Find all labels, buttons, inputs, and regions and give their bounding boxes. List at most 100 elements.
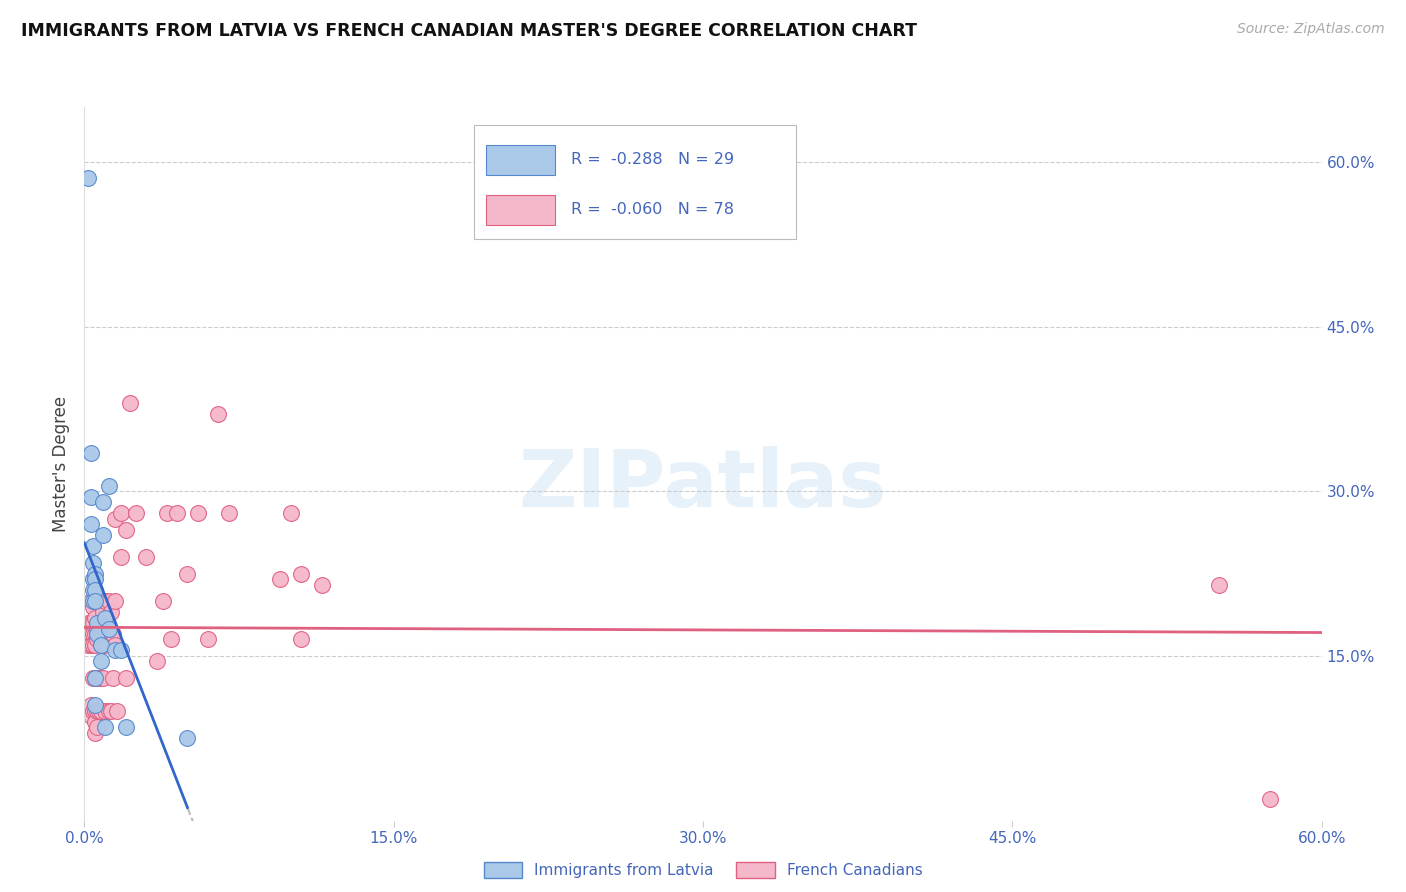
Point	[79, 709, 101, 723]
Point	[83, 671, 105, 685]
Point	[82, 704, 104, 718]
Point	[94, 638, 117, 652]
Point	[91, 671, 114, 685]
Point	[103, 671, 125, 685]
Point	[110, 643, 132, 657]
Point	[105, 704, 128, 718]
Point	[114, 671, 136, 685]
Point	[176, 566, 198, 581]
FancyBboxPatch shape	[474, 125, 796, 239]
Y-axis label: Master's Degree: Master's Degree	[52, 396, 70, 532]
Point	[83, 627, 105, 641]
Point	[98, 594, 121, 608]
Point	[79, 638, 101, 652]
Point	[280, 506, 302, 520]
Point	[91, 495, 114, 509]
Point	[118, 396, 141, 410]
Point	[82, 615, 104, 630]
Point	[83, 638, 105, 652]
Point	[94, 720, 117, 734]
Point	[1258, 791, 1281, 805]
Point	[104, 512, 127, 526]
Point	[160, 632, 183, 647]
Point	[79, 627, 101, 641]
Point	[90, 638, 112, 652]
Point	[100, 627, 122, 641]
Point	[125, 506, 148, 520]
Point	[152, 594, 174, 608]
Point	[104, 638, 127, 652]
Point	[86, 720, 108, 734]
Point	[98, 479, 121, 493]
Point	[103, 627, 125, 641]
Point	[135, 550, 157, 565]
Point	[82, 599, 104, 614]
Point	[83, 671, 105, 685]
Point	[82, 572, 104, 586]
Point	[94, 627, 117, 641]
Point	[82, 539, 104, 553]
Point	[110, 550, 132, 565]
Point	[145, 655, 167, 669]
Point	[91, 627, 114, 641]
Point	[100, 605, 122, 619]
Text: R =  -0.060   N = 78: R = -0.060 N = 78	[571, 202, 734, 218]
Point	[77, 627, 100, 641]
Point	[86, 615, 108, 630]
Point	[77, 171, 100, 186]
Point	[77, 638, 100, 652]
Point	[82, 671, 104, 685]
Point	[98, 627, 121, 641]
Point	[166, 506, 188, 520]
Point	[187, 506, 209, 520]
Point	[98, 704, 121, 718]
Point	[86, 627, 108, 641]
Point	[82, 638, 104, 652]
Legend: Immigrants from Latvia, French Canadians: Immigrants from Latvia, French Canadians	[478, 855, 928, 884]
Point	[86, 632, 108, 647]
Point	[98, 622, 121, 636]
Point	[86, 622, 108, 636]
Text: Source: ZipAtlas.com: Source: ZipAtlas.com	[1237, 22, 1385, 37]
Point	[82, 594, 104, 608]
Point	[82, 583, 104, 598]
Point	[79, 594, 101, 608]
Point	[290, 632, 312, 647]
Text: R =  -0.288   N = 29: R = -0.288 N = 29	[571, 153, 734, 168]
Point	[311, 577, 333, 591]
Point	[86, 704, 108, 718]
Text: ZIPatlas: ZIPatlas	[519, 446, 887, 524]
Point	[79, 490, 101, 504]
Point	[83, 572, 105, 586]
Point	[207, 408, 229, 422]
Point	[90, 638, 112, 652]
Point	[176, 731, 198, 746]
Point	[83, 714, 105, 729]
Point	[94, 704, 117, 718]
Point	[290, 566, 312, 581]
Point	[218, 506, 240, 520]
Point	[79, 698, 101, 713]
Point	[91, 528, 114, 542]
Point	[83, 583, 105, 598]
Point	[79, 615, 101, 630]
Point	[104, 594, 127, 608]
Point	[114, 720, 136, 734]
Point	[94, 594, 117, 608]
Point	[79, 446, 101, 460]
Point	[83, 704, 105, 718]
Point	[87, 627, 110, 641]
Point	[269, 572, 291, 586]
Point	[82, 556, 104, 570]
Point	[90, 704, 112, 718]
FancyBboxPatch shape	[486, 145, 554, 175]
Point	[79, 517, 101, 532]
Point	[114, 523, 136, 537]
Point	[104, 643, 127, 657]
Point	[91, 605, 114, 619]
Point	[90, 671, 112, 685]
Point	[100, 704, 122, 718]
FancyBboxPatch shape	[486, 194, 554, 225]
Point	[87, 704, 110, 718]
Point	[83, 610, 105, 624]
